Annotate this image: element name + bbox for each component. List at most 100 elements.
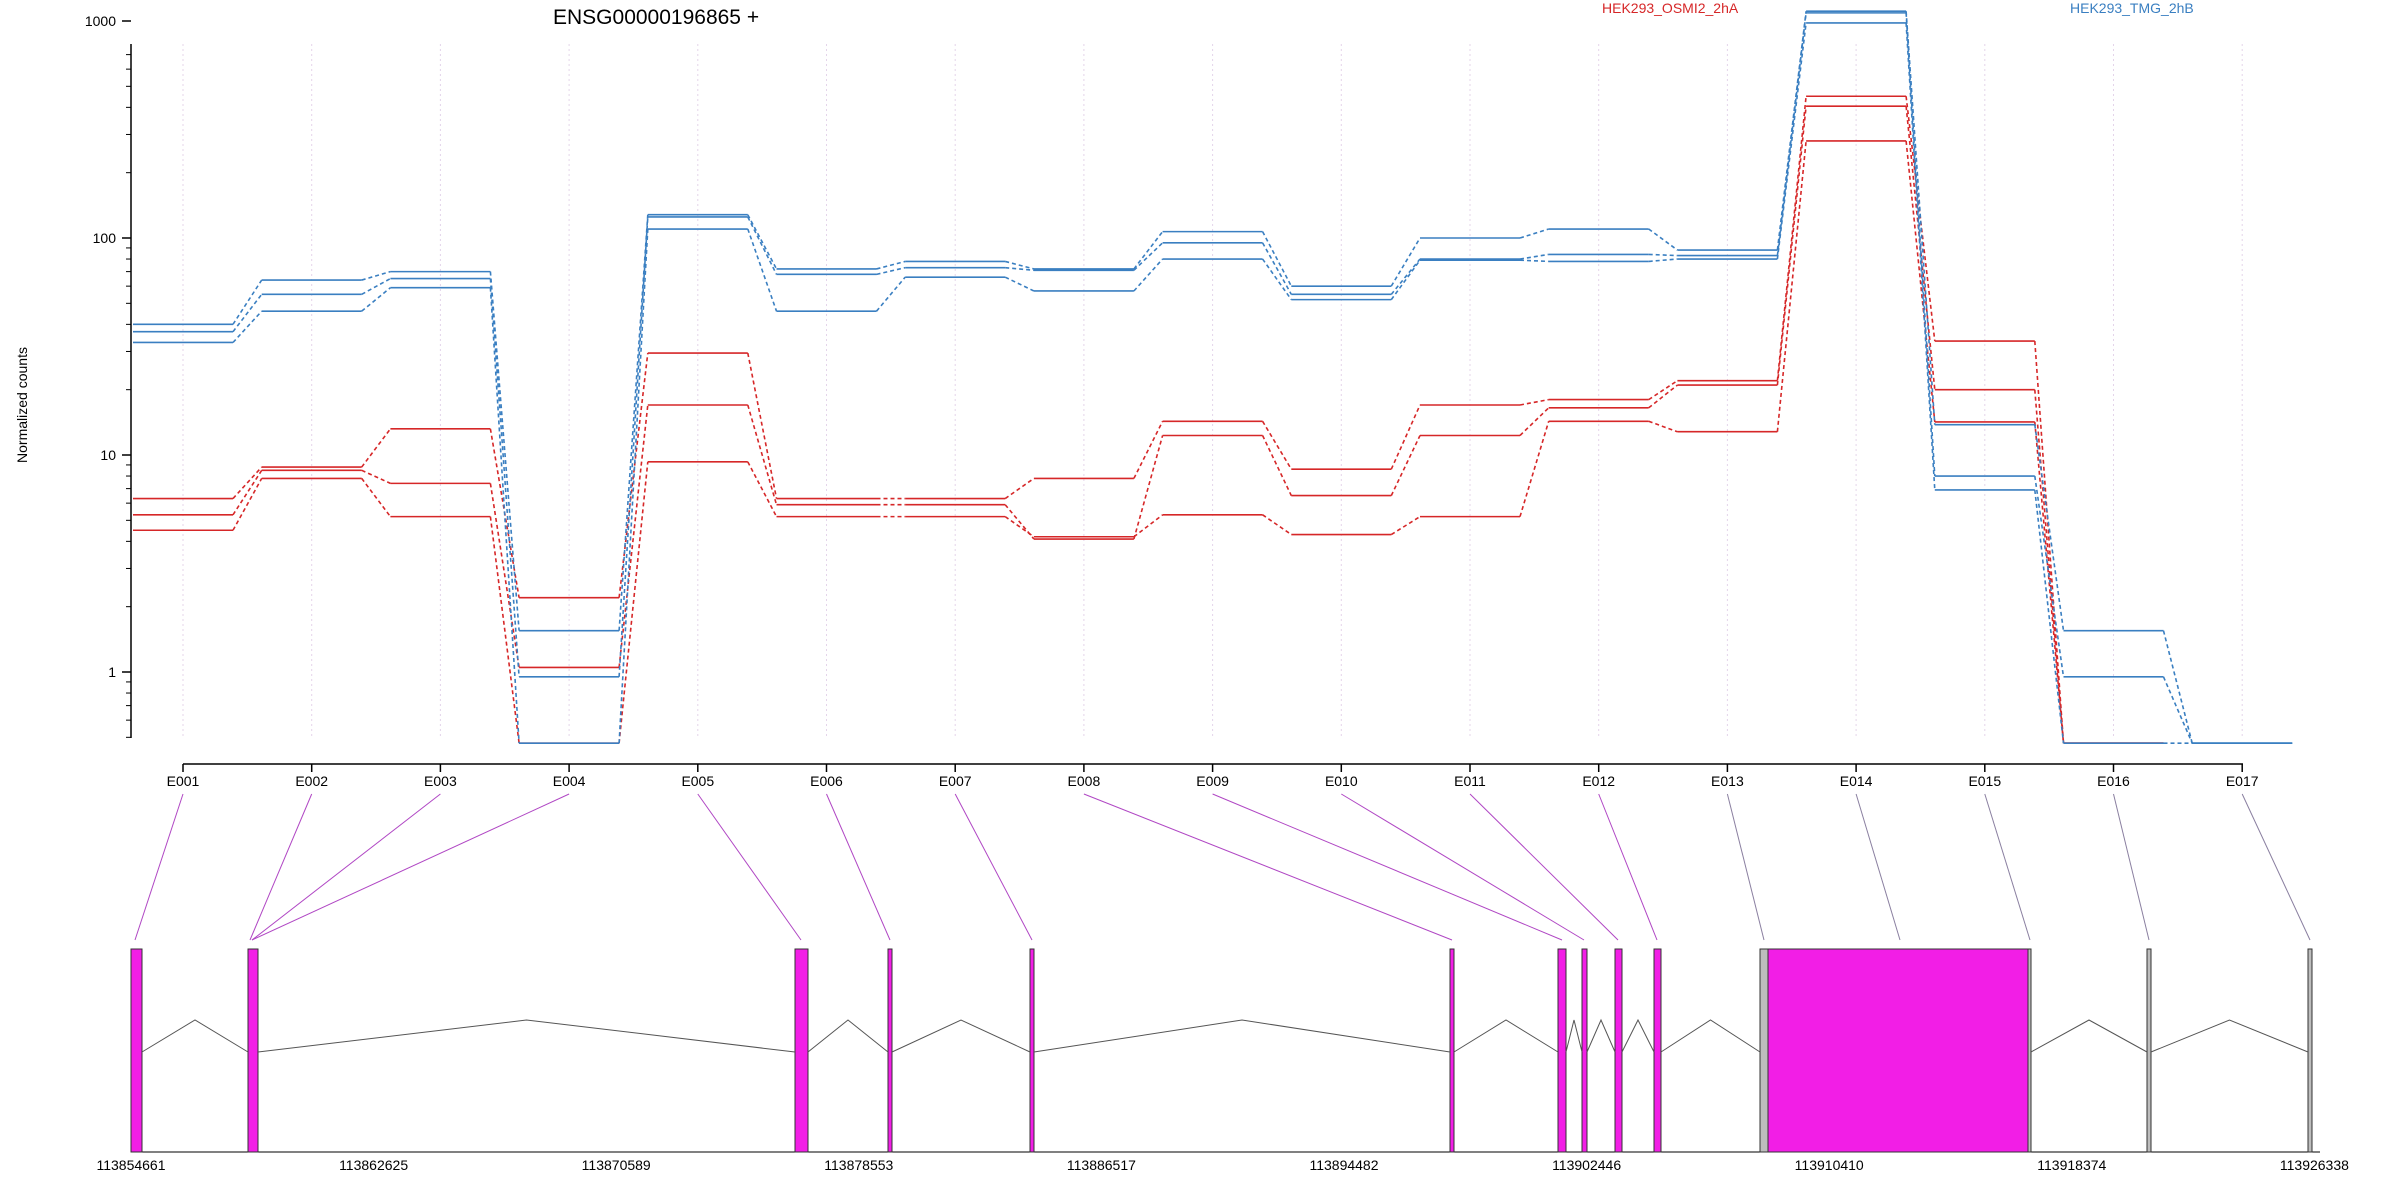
- series-2-link-E015: [2034, 421, 2065, 744]
- series-5-link-E002: [361, 287, 391, 312]
- series-1-link-E005: [747, 404, 778, 505]
- gene-intron: [1586, 1018, 1616, 1053]
- series-5-link-E012: [1648, 258, 1678, 263]
- gene-exon-box: [1614, 948, 1623, 1153]
- connector-e014: [1855, 793, 1901, 941]
- x-tick-label-e003: E003: [424, 773, 457, 789]
- connector-e013: [1726, 793, 1765, 941]
- y-tick-label-1000: 1000: [85, 13, 116, 29]
- gene-exon-box: [1767, 948, 2029, 1153]
- series-5-link-E007: [1004, 276, 1035, 292]
- series-0-link-E002: [361, 428, 392, 468]
- series-5-link-E013: [1776, 22, 1807, 260]
- y-tick-label-100: 100: [93, 230, 117, 246]
- gene-intron: [1660, 1019, 1761, 1053]
- connector-e011: [1469, 793, 1619, 941]
- series-4-link-E009: [1261, 242, 1292, 295]
- series-4-link-E014: [1905, 12, 1936, 477]
- gene-exon-box: [1581, 948, 1588, 1153]
- chart-title: ENSG00000196865 +: [553, 6, 759, 29]
- series-5-link-E014: [1905, 22, 1936, 491]
- series-2-link-E010: [1390, 515, 1421, 536]
- series-3-link-E010: [1390, 237, 1421, 287]
- legend-tmg: HEK293_TMG_2hB: [2070, 0, 2194, 16]
- series-4-link-E011: [1519, 253, 1549, 260]
- series-4-link-E003: [489, 278, 520, 677]
- series-5-link-E003: [489, 287, 520, 744]
- gene-exon-box: [794, 948, 809, 1153]
- series-1-link-E001: [232, 469, 263, 516]
- connector-e015: [1984, 793, 2031, 941]
- series-2-link-E005: [747, 461, 778, 517]
- genomic-coordinate-label: 113926338: [2280, 1157, 2349, 1173]
- genomic-coordinate-label: 113878553: [824, 1157, 893, 1173]
- series-4-link-E012: [1648, 253, 1678, 257]
- series-3-link-E012: [1648, 228, 1678, 251]
- gene-intron: [2150, 1019, 2309, 1053]
- genomic-coordinate-label: 113886517: [1067, 1157, 1136, 1173]
- connector-e012: [1598, 793, 1658, 941]
- gene-exon-box: [1449, 948, 1455, 1153]
- series-5-link-E006: [875, 276, 906, 312]
- gene-exon-box: [1557, 948, 1567, 1153]
- y-axis-label: Normalized counts: [14, 347, 30, 463]
- gene-exon-box: [2146, 948, 2152, 1153]
- genomic-coordinate-label: 113854661: [96, 1157, 165, 1173]
- series-2-link-E002: [361, 477, 392, 518]
- gene-intron: [891, 1019, 1031, 1053]
- series-3-link-E013: [1776, 11, 1807, 251]
- series-2-link-E003: [489, 516, 520, 744]
- gene-intron: [257, 1019, 796, 1053]
- gene-exon-box: [1029, 948, 1035, 1153]
- series-5-link-E015: [2034, 489, 2065, 744]
- plot-series: [133, 10, 2293, 744]
- y-tick-label-10: 10: [100, 447, 116, 463]
- exon-connectors: [134, 793, 2311, 941]
- series-4-link-E006: [876, 266, 906, 276]
- gene-exon-box: [887, 948, 893, 1153]
- x-tick-label-e004: E004: [553, 773, 586, 789]
- gene-exon-box: [130, 948, 143, 1153]
- series-1-link-E004: [618, 404, 649, 668]
- series-3-link-E008: [1133, 231, 1164, 270]
- series-4-link-E013: [1776, 12, 1807, 256]
- genomic-coordinate-label: 113870589: [582, 1157, 651, 1173]
- series-5-link-E009: [1261, 258, 1292, 301]
- x-tick-label-e011: E011: [1454, 773, 1486, 789]
- x-tick-label-e008: E008: [1068, 773, 1101, 789]
- series-3-link-E006: [876, 260, 906, 270]
- series-5-link-E010: [1390, 259, 1421, 301]
- gene-exon-box: [2027, 948, 2032, 1153]
- series-3-link-E014: [1905, 11, 1936, 425]
- gene-intron: [141, 1019, 249, 1053]
- series-0-link-E012: [1648, 380, 1678, 401]
- connector-e008: [1083, 793, 1453, 941]
- series-0-link-E007: [1004, 477, 1035, 500]
- series-4-link-E002: [361, 277, 391, 296]
- series-3-link-E009: [1261, 231, 1293, 287]
- series-2-link-E012: [1648, 420, 1678, 433]
- legend-osmi2: HEK293_OSMI2_2hA: [1602, 0, 1739, 16]
- series-1-link-E011: [1519, 407, 1550, 437]
- x-tick-label-e017: E017: [2226, 773, 2259, 789]
- series-3-link-E002: [361, 270, 391, 281]
- genomic-coordinate-label: 113902446: [1552, 1157, 1621, 1173]
- series-3-link-E005: [747, 214, 778, 270]
- x-axis: E001 E002 E003 E004 E005 E006 E007 E008 E009 E010…: [167, 763, 2259, 789]
- series-1-link-E013: [1776, 106, 1807, 386]
- series-4-link-E005: [747, 216, 778, 275]
- series-3-link-E007: [1004, 260, 1035, 270]
- series-5-link-E001: [232, 310, 263, 344]
- gene-intron: [1453, 1019, 1559, 1053]
- series-2-link-E004: [618, 461, 649, 744]
- x-tick-label-e013: E013: [1711, 773, 1744, 789]
- series-4-link-E008: [1133, 242, 1164, 271]
- connector-e005: [697, 793, 802, 941]
- series-4-link-E016: [2162, 676, 2193, 744]
- gene-intron: [2030, 1019, 2148, 1053]
- series-0-link-E014: [1905, 96, 1936, 342]
- series-2-link-E009: [1262, 514, 1292, 536]
- series-4-link-E007: [1005, 266, 1034, 272]
- series-2-link-E013: [1776, 140, 1807, 432]
- series-4-link-E001: [232, 293, 263, 333]
